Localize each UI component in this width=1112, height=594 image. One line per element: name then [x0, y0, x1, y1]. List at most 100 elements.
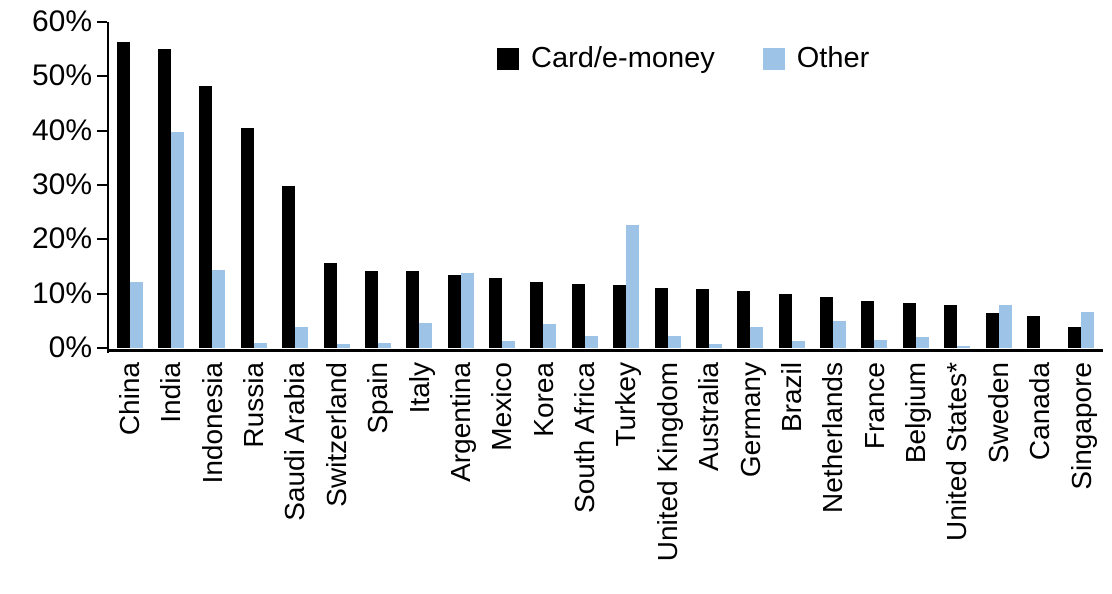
- bar-other-italy: [419, 323, 433, 348]
- x-axis-category-label: Mexico: [481, 362, 523, 594]
- x-axis-category-text: Russia: [238, 362, 270, 448]
- x-axis-category-text: United Kingdom: [651, 362, 683, 562]
- x-axis-category-label: South Africa: [564, 362, 606, 594]
- x-axis-category-label: Canada: [1019, 362, 1061, 594]
- other-swatch: [762, 47, 785, 70]
- x-axis-category-label: Netherlands: [812, 362, 854, 594]
- legend-label-other: Other: [796, 42, 870, 74]
- bar-other-united-states: [957, 346, 971, 348]
- card-e-money-swatch: [497, 47, 519, 70]
- x-axis-category-text: Sweden: [982, 362, 1014, 464]
- y-axis-tick-label: 0%: [48, 331, 92, 364]
- x-axis-category-label: India: [150, 362, 192, 594]
- x-axis-category-text: Belgium: [900, 362, 932, 464]
- bar-other-argentina: [460, 273, 474, 348]
- bar-card-e-money-korea: [530, 281, 544, 348]
- x-axis-category-text: Australia: [693, 362, 725, 471]
- y-axis-tick: [97, 75, 107, 78]
- x-axis-category-text: Italy: [403, 362, 435, 414]
- bar-card-e-money-italy: [406, 271, 420, 348]
- x-axis-category-text: Switzerland: [320, 362, 352, 507]
- bar-other-netherlands: [833, 321, 847, 348]
- bar-other-russia: [253, 343, 267, 348]
- bar-card-e-money-canada: [1026, 315, 1040, 348]
- x-axis-category-text: Canada: [1024, 362, 1056, 461]
- x-axis-category-label: Switzerland: [316, 362, 358, 594]
- bar-other-singapore: [1081, 312, 1095, 348]
- bar-card-e-money-brazil: [778, 293, 792, 348]
- bar-other-switzerland: [336, 344, 350, 348]
- bar-card-e-money-spain: [364, 270, 378, 348]
- y-axis-tick-label: 10%: [31, 276, 92, 310]
- x-axis-category-text: India: [155, 362, 187, 423]
- bar-other-south-africa: [584, 335, 598, 348]
- x-axis-line: [107, 349, 1103, 352]
- x-axis-category-text: Indonesia: [196, 362, 228, 484]
- bar-card-e-money-switzerland: [323, 263, 337, 348]
- bar-other-china: [129, 281, 143, 348]
- x-axis-category-text: Korea: [527, 362, 559, 437]
- x-axis-category-label: Australia: [688, 362, 730, 594]
- x-axis-category-text: Netherlands: [817, 362, 849, 513]
- x-axis-category-text: Mexico: [486, 362, 518, 451]
- x-axis-category-text: Brazil: [775, 362, 807, 433]
- bar-other-sweden: [998, 304, 1012, 348]
- y-axis-tick-label: 20%: [31, 222, 92, 256]
- x-axis-category-label: Spain: [357, 362, 399, 594]
- x-axis-category-label: Singapore: [1060, 362, 1102, 594]
- x-axis-category-label: Saudi Arabia: [274, 362, 316, 594]
- x-axis-category-label: Sweden: [978, 362, 1020, 594]
- bar-other-mexico: [502, 341, 516, 348]
- x-axis-category-label: Russia: [233, 362, 275, 594]
- y-axis-tick-label: 30%: [31, 168, 92, 201]
- x-axis-category-label: Germany: [729, 362, 771, 594]
- bar-other-australia: [708, 343, 722, 348]
- x-axis-category-text: Saudi Arabia: [279, 362, 311, 521]
- y-axis-tick: [97, 21, 107, 23]
- x-axis-category-text: France: [858, 362, 890, 450]
- bar-card-e-money-south-africa: [571, 283, 585, 348]
- x-axis-category-label: Turkey: [605, 362, 647, 594]
- legend-label-card-e-money: Card/e-money: [531, 42, 715, 74]
- bar-card-e-money-sweden: [985, 313, 999, 348]
- y-axis-tick: [97, 129, 107, 132]
- bar-card-e-money-australia: [695, 289, 709, 348]
- y-axis-tick: [97, 238, 107, 241]
- bar-card-e-money-france: [861, 300, 875, 348]
- bar-card-e-money-netherlands: [820, 297, 834, 348]
- x-axis-category-text: South Africa: [569, 362, 601, 513]
- y-axis-tick: [97, 292, 107, 295]
- x-axis-category-text: Singapore: [1065, 362, 1097, 490]
- x-axis-category-text: Turkey: [610, 362, 642, 447]
- bar-other-germany: [750, 326, 764, 348]
- bar-card-e-money-turkey: [613, 284, 627, 348]
- x-axis-category-label: Argentina: [440, 362, 482, 594]
- x-axis-category-label: Italy: [398, 362, 440, 594]
- bar-card-e-money-china: [116, 42, 130, 348]
- y-axis-tick-label: 60%: [31, 5, 92, 38]
- bar-card-e-money-united-states: [944, 305, 958, 348]
- x-axis-category-label: Brazil: [771, 362, 813, 594]
- bar-card-e-money-singapore: [1068, 326, 1082, 348]
- bar-other-brazil: [791, 341, 805, 348]
- x-axis-category-text: China: [113, 362, 145, 436]
- x-axis-category-label: Korea: [522, 362, 564, 594]
- legend-item-card-e-money: Card/e-money: [497, 44, 715, 73]
- bar-card-e-money-saudi-arabia: [282, 186, 296, 348]
- x-axis-category-label: Belgium: [895, 362, 937, 594]
- bar-other-spain: [377, 343, 391, 348]
- bar-other-indonesia: [212, 269, 226, 348]
- y-axis-tick-label: 50%: [31, 59, 92, 93]
- bar-card-e-money-argentina: [447, 275, 461, 348]
- x-axis-category-label: China: [109, 362, 151, 594]
- bar-card-e-money-united-kingdom: [654, 287, 668, 348]
- bar-other-korea: [543, 323, 557, 348]
- legend-item-other: Other: [762, 42, 870, 74]
- x-axis-category-text: United States*: [941, 362, 973, 541]
- bar-other-france: [874, 339, 888, 348]
- y-axis-tick: [97, 184, 107, 186]
- x-axis-category-label: Indonesia: [191, 362, 233, 594]
- x-axis-category-text: Argentina: [444, 362, 476, 482]
- legend: Card/e-money Other: [497, 44, 869, 73]
